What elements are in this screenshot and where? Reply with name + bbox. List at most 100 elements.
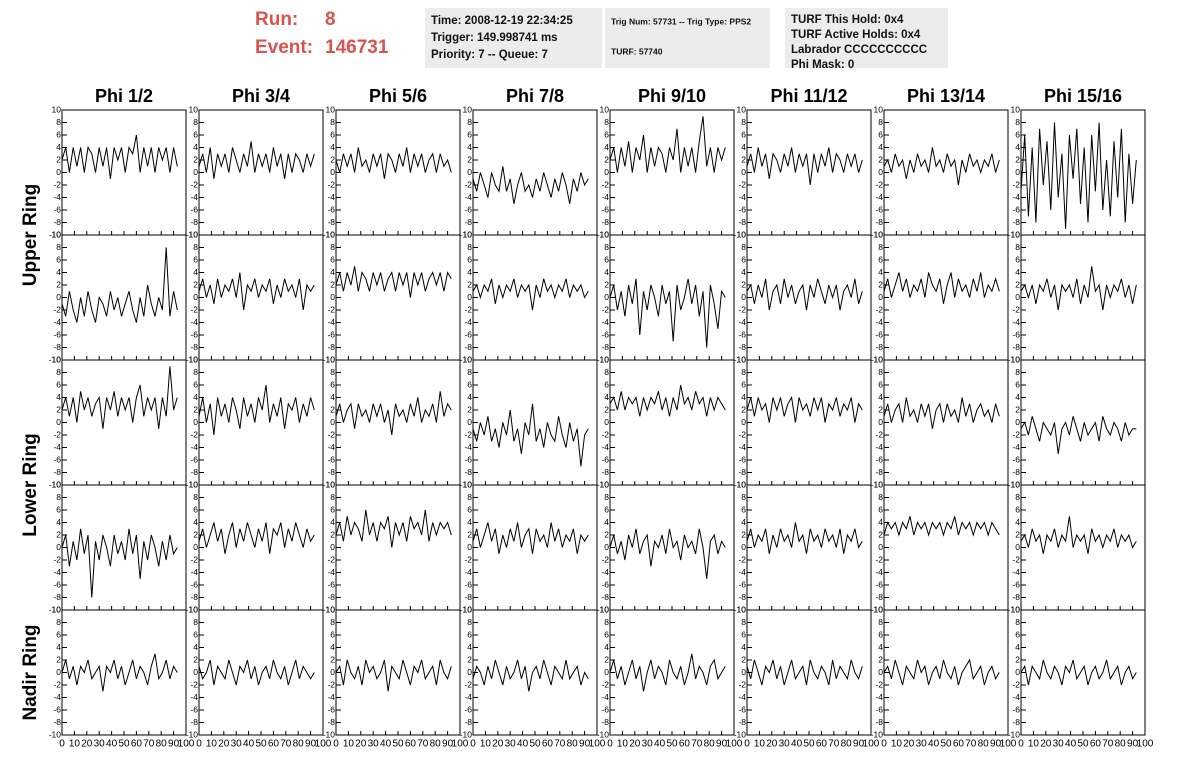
y-tick-label: -6 (327, 579, 335, 589)
info-line: Priority: 7 -- Queue: 7 (431, 49, 548, 61)
x-tick-label: 30 (916, 739, 928, 750)
waveform (198, 522, 315, 554)
y-tick-label: 2 (330, 404, 335, 414)
panel-frame (198, 609, 324, 736)
panel-frame (1020, 484, 1146, 611)
y-tick-label: -10 (734, 229, 747, 239)
row-label: Upper Ring (20, 184, 41, 286)
y-tick-label: 4 (193, 267, 198, 277)
panel-frame (198, 484, 324, 611)
y-tick-label: 2 (741, 279, 746, 289)
panel: -10 -8 -6 -4 -2 0 2 4 6 8 10 (1008, 479, 1146, 614)
y-tick-label: -8 (875, 217, 883, 227)
y-tick-label: 10 (326, 229, 336, 239)
y-tick-label: 2 (193, 154, 198, 164)
y-tick-label: -6 (53, 329, 61, 339)
y-tick-label: 6 (467, 504, 472, 514)
y-tick-label: 10 (600, 229, 610, 239)
y-tick-label: 0 (467, 292, 472, 302)
y-tick-label: -4 (327, 692, 335, 702)
y-tick-label: 4 (1015, 517, 1020, 527)
y-tick-label: 6 (193, 129, 198, 139)
y-tick-label: -4 (327, 567, 335, 577)
panel: -10 -8 -6 -4 -2 0 2 4 6 8 10 (871, 354, 1009, 489)
y-tick-label: 4 (193, 642, 198, 652)
y-tick-label: 10 (52, 229, 62, 239)
panel: -10 -8 -6 -4 -2 0 2 4 6 8 10 (597, 104, 735, 239)
y-tick-label: -8 (327, 467, 335, 477)
y-tick-label: 8 (56, 492, 61, 502)
panel: -10 -8 -6 -4 -2 0 2 4 6 8 10 (460, 354, 598, 489)
y-tick-label: 2 (56, 654, 61, 664)
x-tick-label: 40 (654, 739, 666, 750)
y-tick-label: 6 (878, 504, 883, 514)
x-tick-label: 60 (679, 739, 691, 750)
y-tick-label: -6 (1012, 204, 1020, 214)
waveform (472, 659, 589, 692)
y-tick-label: 8 (193, 242, 198, 252)
y-tick-label: -8 (190, 592, 198, 602)
y-tick-label: -6 (738, 579, 746, 589)
y-tick-label: -4 (875, 317, 883, 327)
waveform (883, 658, 1000, 686)
waveform (1020, 266, 1137, 311)
y-tick-label: -4 (738, 192, 746, 202)
y-tick-label: 8 (604, 617, 609, 627)
y-tick-label: -10 (323, 479, 336, 489)
x-tick-label: 60 (405, 739, 417, 750)
waveform (746, 396, 863, 423)
y-tick-label: 8 (193, 492, 198, 502)
y-tick-label: 4 (878, 642, 883, 652)
x-tick-label: 100 (589, 739, 606, 750)
panel-frame (198, 359, 324, 486)
x-tick-label: 10 (754, 739, 766, 750)
y-tick-label: -4 (190, 692, 198, 702)
y-tick-label: 4 (741, 142, 746, 152)
y-tick-label: 0 (1015, 667, 1020, 677)
y-tick-label: 2 (741, 404, 746, 414)
x-tick-label: 90 (716, 739, 728, 750)
y-tick-label: 6 (56, 129, 61, 139)
y-tick-label: 10 (600, 104, 610, 114)
y-tick-label: 4 (1015, 392, 1020, 402)
y-tick-label: 10 (737, 104, 747, 114)
y-tick-label: -6 (601, 579, 609, 589)
y-tick-label: -6 (875, 579, 883, 589)
panel-frame (472, 359, 598, 486)
y-tick-label: 8 (56, 242, 61, 252)
x-tick-label: 100 (863, 739, 880, 750)
x-tick-label: 10 (891, 739, 903, 750)
y-tick-label: 0 (604, 667, 609, 677)
panel: -10 -8 -6 -4 -2 0 2 4 6 8 10 (597, 479, 735, 614)
y-tick-label: 4 (330, 267, 335, 277)
y-tick-label: 2 (193, 279, 198, 289)
y-tick-label: -2 (1012, 554, 1020, 564)
x-tick-label: 20 (218, 739, 230, 750)
x-tick-label: 30 (505, 739, 517, 750)
column-title: Phi 7/8 (506, 86, 564, 106)
y-tick-label: -4 (190, 192, 198, 202)
y-tick-label: -6 (464, 204, 472, 214)
y-tick-label: -4 (190, 442, 198, 452)
waveform (61, 653, 178, 692)
waveform (883, 516, 1000, 537)
y-tick-label: 4 (604, 142, 609, 152)
x-tick-label: 50 (255, 739, 267, 750)
y-tick-label: 10 (874, 479, 884, 489)
y-tick-label: -10 (460, 354, 473, 364)
y-tick-label: 2 (878, 279, 883, 289)
y-tick-label: -4 (53, 442, 61, 452)
y-tick-label: 2 (878, 654, 883, 664)
x-tick-label: 100 (726, 739, 743, 750)
y-tick-label: 8 (1015, 492, 1020, 502)
info-line: TURF Active Holds: 0x4 (791, 29, 921, 41)
y-tick-label: -6 (464, 454, 472, 464)
y-tick-label: -8 (738, 342, 746, 352)
y-tick-label: 0 (878, 167, 883, 177)
y-tick-label: -6 (53, 454, 61, 464)
panel: -10 -8 -6 -4 -2 0 2 4 6 8 10 (323, 229, 461, 364)
y-tick-label: 2 (56, 404, 61, 414)
y-tick-label: -10 (871, 604, 884, 614)
